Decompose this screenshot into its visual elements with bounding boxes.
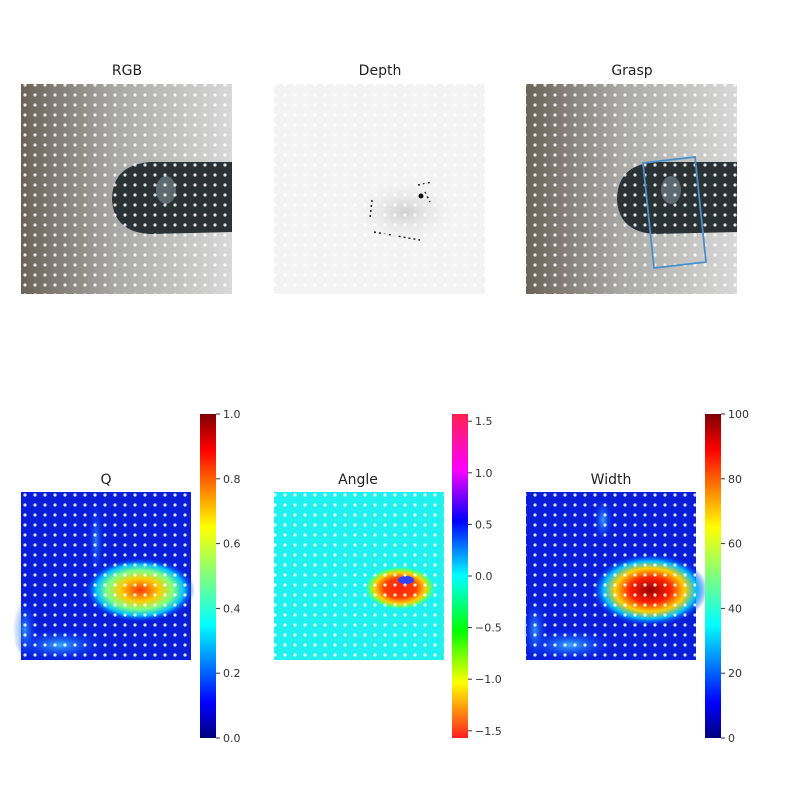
- colorbar-tick-label: 1.0: [223, 408, 241, 421]
- depth-title: Depth: [359, 63, 402, 79]
- depth-dot-overlay: [274, 84, 485, 294]
- colorbar-tick-label: 100: [728, 408, 749, 421]
- colorbar-tick-label: −1.5: [475, 725, 502, 738]
- rgb-title: RGB: [112, 63, 142, 79]
- colorbar-tick-label: −0.5: [475, 622, 502, 635]
- angle-title: Angle: [338, 472, 378, 488]
- colorbar-tick-label: 0.2: [223, 667, 241, 680]
- colorbar-tick-label: 1.5: [475, 415, 493, 428]
- width-colorbar: [705, 414, 721, 738]
- colorbar-tick-label: −1.0: [475, 673, 502, 686]
- colorbar-tick-label: 0.0: [475, 570, 493, 583]
- angle-colorbar: [452, 414, 468, 738]
- width-panel: Width 0 20 40 60 80 100: [523, 408, 749, 745]
- colorbar-tick-label: 80: [728, 473, 742, 486]
- colorbar-tick-label: 40: [728, 602, 742, 615]
- colorbar-tick-label: 0.6: [223, 538, 241, 551]
- grasp-title: Grasp: [611, 63, 652, 79]
- q-colorbar: [200, 414, 216, 738]
- q-title: Q: [100, 472, 111, 488]
- colorbar-tick-label: 0.8: [223, 473, 241, 486]
- colorbar-tick-label: 0.4: [223, 602, 241, 615]
- width-title: Width: [591, 472, 632, 488]
- rgb-panel: RGB: [21, 63, 232, 294]
- grasp-panel: Grasp: [526, 63, 737, 294]
- colorbar-tick-label: 20: [728, 667, 742, 680]
- angle-colorbar-ticks: −1.5 −1.0 −0.5 0.0 0.5 1.0 1.5: [468, 415, 502, 738]
- grasp-dot-overlay: [526, 84, 737, 294]
- angle-dot-overlay: [274, 492, 444, 660]
- colorbar-tick-label: 0: [728, 732, 735, 745]
- depth-panel: Depth: [274, 63, 485, 294]
- colorbar-tick-label: 60: [728, 538, 742, 551]
- angle-panel: Angle −1.5 −1.0 −0.5 0.0 0.5 1.0 1.5: [274, 414, 502, 738]
- grasp-rectangle: [642, 156, 707, 269]
- colorbar-tick-label: 0.5: [475, 518, 493, 531]
- q-colorbar-ticks: 0.0 0.2 0.4 0.6 0.8 1.0: [216, 408, 241, 745]
- width-colorbar-ticks: 0 20 40 60 80 100: [721, 408, 749, 745]
- colorbar-tick-label: 1.0: [475, 467, 493, 480]
- width-dot-overlay: [526, 492, 696, 660]
- q-dot-overlay: [21, 492, 191, 660]
- q-panel: Q 0.0 0.2 0.4 0.6 0.8 1.0: [13, 408, 241, 745]
- rgb-dot-overlay: [21, 84, 232, 294]
- colorbar-tick-label: 0.0: [223, 732, 241, 745]
